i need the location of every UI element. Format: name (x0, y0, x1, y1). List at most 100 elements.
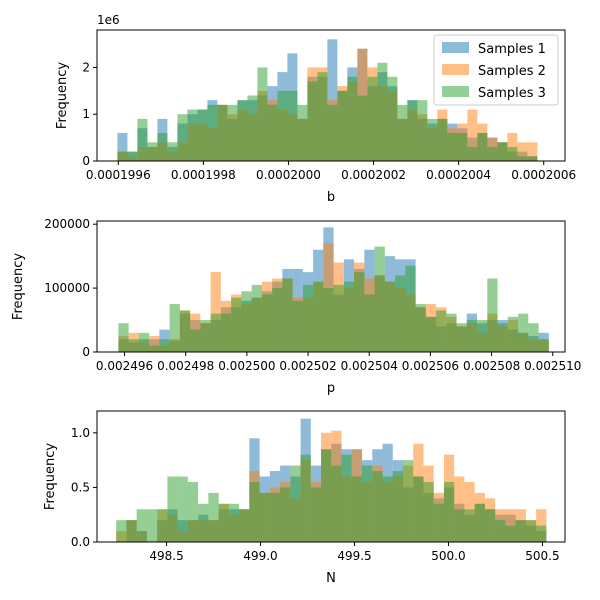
bar-b-series3-bin1 (127, 151, 138, 161)
bar-p-series3-bin14 (261, 294, 273, 352)
bar-p-series3-bin23 (354, 272, 365, 352)
bar-b-series3-bin2 (137, 118, 148, 161)
bar-p-series3-bin18 (302, 284, 314, 352)
x-tick-label-p: 0.002496 (96, 359, 153, 373)
bar-p-series3-bin3 (149, 345, 160, 352)
bar-p-series3-bin29 (415, 304, 426, 352)
bar-b-series3-bin33 (447, 132, 458, 161)
axes-frame-n (96, 410, 566, 543)
legend: Samples 1 Samples 2 Samples 3 (433, 34, 559, 106)
bar-p-series3-bin9 (210, 313, 221, 352)
bar-p-series3-bin32 (446, 313, 457, 352)
bar-p-series3-bin30 (425, 316, 437, 352)
bar-b-series3-bin32 (437, 118, 448, 161)
bar-n-series3-bin30 (423, 481, 434, 542)
bar-n-series3-bin25 (372, 471, 383, 542)
bar-n-series3-bin10 (218, 503, 229, 542)
x-tick-label-p: 0.002510 (524, 359, 581, 373)
bar-n-series3-bin20 (321, 449, 332, 542)
bar-b-series3-bin38 (497, 142, 508, 161)
bar-p-series3-bin5 (169, 304, 180, 352)
bar-n-series3-bin9 (208, 492, 219, 543)
bar-p-series3-bin8 (200, 320, 211, 352)
bar-b-series1-bin0 (117, 132, 128, 161)
bar-n-series3-bin1 (126, 520, 137, 542)
bar-p-series3-bin27 (395, 275, 406, 352)
bar-b-series3-bin17 (287, 90, 298, 161)
bar-b-series3-bin20 (317, 72, 328, 161)
plot-area-n (116, 418, 547, 543)
bar-p-series3-bin2 (138, 332, 150, 352)
bar-b-series3-bin30 (417, 100, 428, 161)
bar-b-series3-bin14 (257, 67, 268, 161)
x-tick-label-b: 0.0002000 (256, 168, 321, 182)
legend-label-samples-2: Samples 2 (478, 64, 546, 79)
bar-p-series3-bin16 (282, 278, 293, 352)
bar-p-series3-bin19 (313, 281, 324, 352)
bar-p-series3-bin39 (518, 313, 529, 352)
subplot-b: 0.0001996 0.0001998 0.0002000 0.0002002 0.00… (55, 13, 576, 205)
bar-b-series3-bin16 (277, 90, 288, 161)
bar-b-series3-bin27 (387, 76, 398, 161)
x-axis-label-n: N (326, 571, 336, 586)
bar-n-series3-bin6 (177, 476, 188, 542)
x-tick-label-b: 0.0002002 (341, 168, 406, 182)
ticks-b: 0.0001996 0.0001998 0.0002000 0.0002002 0.00… (82, 60, 576, 182)
x-tick-label-p: 0.002508 (463, 359, 520, 373)
bar-b-series3-bin22 (337, 90, 348, 161)
bar-p-series3-bin28 (405, 265, 416, 352)
bar-n-series3-bin0 (116, 520, 127, 542)
bar-n-series3-bin24 (362, 465, 373, 542)
x-tick-label-n: 499.0 (243, 549, 277, 563)
bar-b-series3-bin41 (527, 156, 538, 161)
ticks-n: 498.5 499.0 499.5 500.0 500.5 0.0 0.5 1.0 (71, 426, 560, 563)
bar-n-series3-bin27 (392, 471, 403, 542)
bar-p-series3-bin12 (241, 291, 252, 352)
bar-p-series3-bin21 (333, 284, 344, 352)
x-tick-label-n: 500.0 (431, 549, 465, 563)
bar-b-series3-bin24 (357, 95, 368, 161)
bar-b-series3-bin23 (347, 76, 358, 161)
bar-b-series3-bin0 (117, 151, 128, 161)
bar-n-series3-bin15 (269, 492, 281, 543)
bar-n-series3-bin26 (382, 476, 393, 542)
bar-n-series3-bin34 (464, 509, 475, 542)
bar-n-series3-bin40 (525, 520, 537, 542)
bar-b-series3-bin28 (397, 104, 408, 161)
bar-p-series3-bin24 (364, 294, 375, 352)
bar-b-series3-bin25 (367, 76, 378, 161)
legend-swatch-samples-3 (442, 86, 469, 97)
y-axis-label-n: Frequency (43, 443, 58, 510)
bar-n-series3-bin39 (515, 520, 526, 542)
bar-b-series3-bin37 (487, 146, 498, 161)
bar-p-series3-bin25 (374, 246, 385, 352)
y-tick-label-b: 0 (82, 154, 90, 168)
bar-b-series3-bin7 (187, 109, 198, 161)
bar-b-series3-bin35 (467, 146, 478, 161)
bar-p-series3-bin17 (292, 300, 303, 352)
bar-n-series3-bin17 (290, 465, 301, 542)
offset-text-b: 1e6 (97, 13, 120, 27)
bar-n-series3-bin32 (443, 481, 455, 542)
bar-b-series3-bin39 (507, 146, 518, 161)
bar-p-series3-bin37 (497, 323, 508, 352)
bar-b-series3-bin6 (177, 114, 188, 161)
bar-p-series3-bin38 (507, 316, 519, 352)
bar-b-series3-bin10 (217, 104, 228, 161)
bar-p-series3-bin11 (231, 297, 242, 352)
y-tick-label-n: 1.0 (71, 426, 90, 440)
bar-n-series3-bin36 (484, 509, 496, 542)
bar-n-series3-bin14 (259, 492, 270, 543)
y-tick-label-n: 0.5 (71, 480, 90, 494)
plot-area-b (117, 39, 538, 161)
legend-label-samples-3: Samples 3 (478, 86, 546, 101)
x-tick-label-n: 498.5 (149, 549, 183, 563)
bar-b-series2-bin41 (527, 142, 538, 161)
y-tick-label-p: 0 (82, 345, 90, 359)
bar-n-series3-bin19 (310, 487, 322, 542)
bar-p-series2-bin3 (149, 336, 160, 352)
y-axis-label-b: Frequency (55, 62, 70, 129)
bar-p-series3-bin0 (118, 323, 129, 352)
bar-n-series3-bin28 (402, 460, 414, 543)
